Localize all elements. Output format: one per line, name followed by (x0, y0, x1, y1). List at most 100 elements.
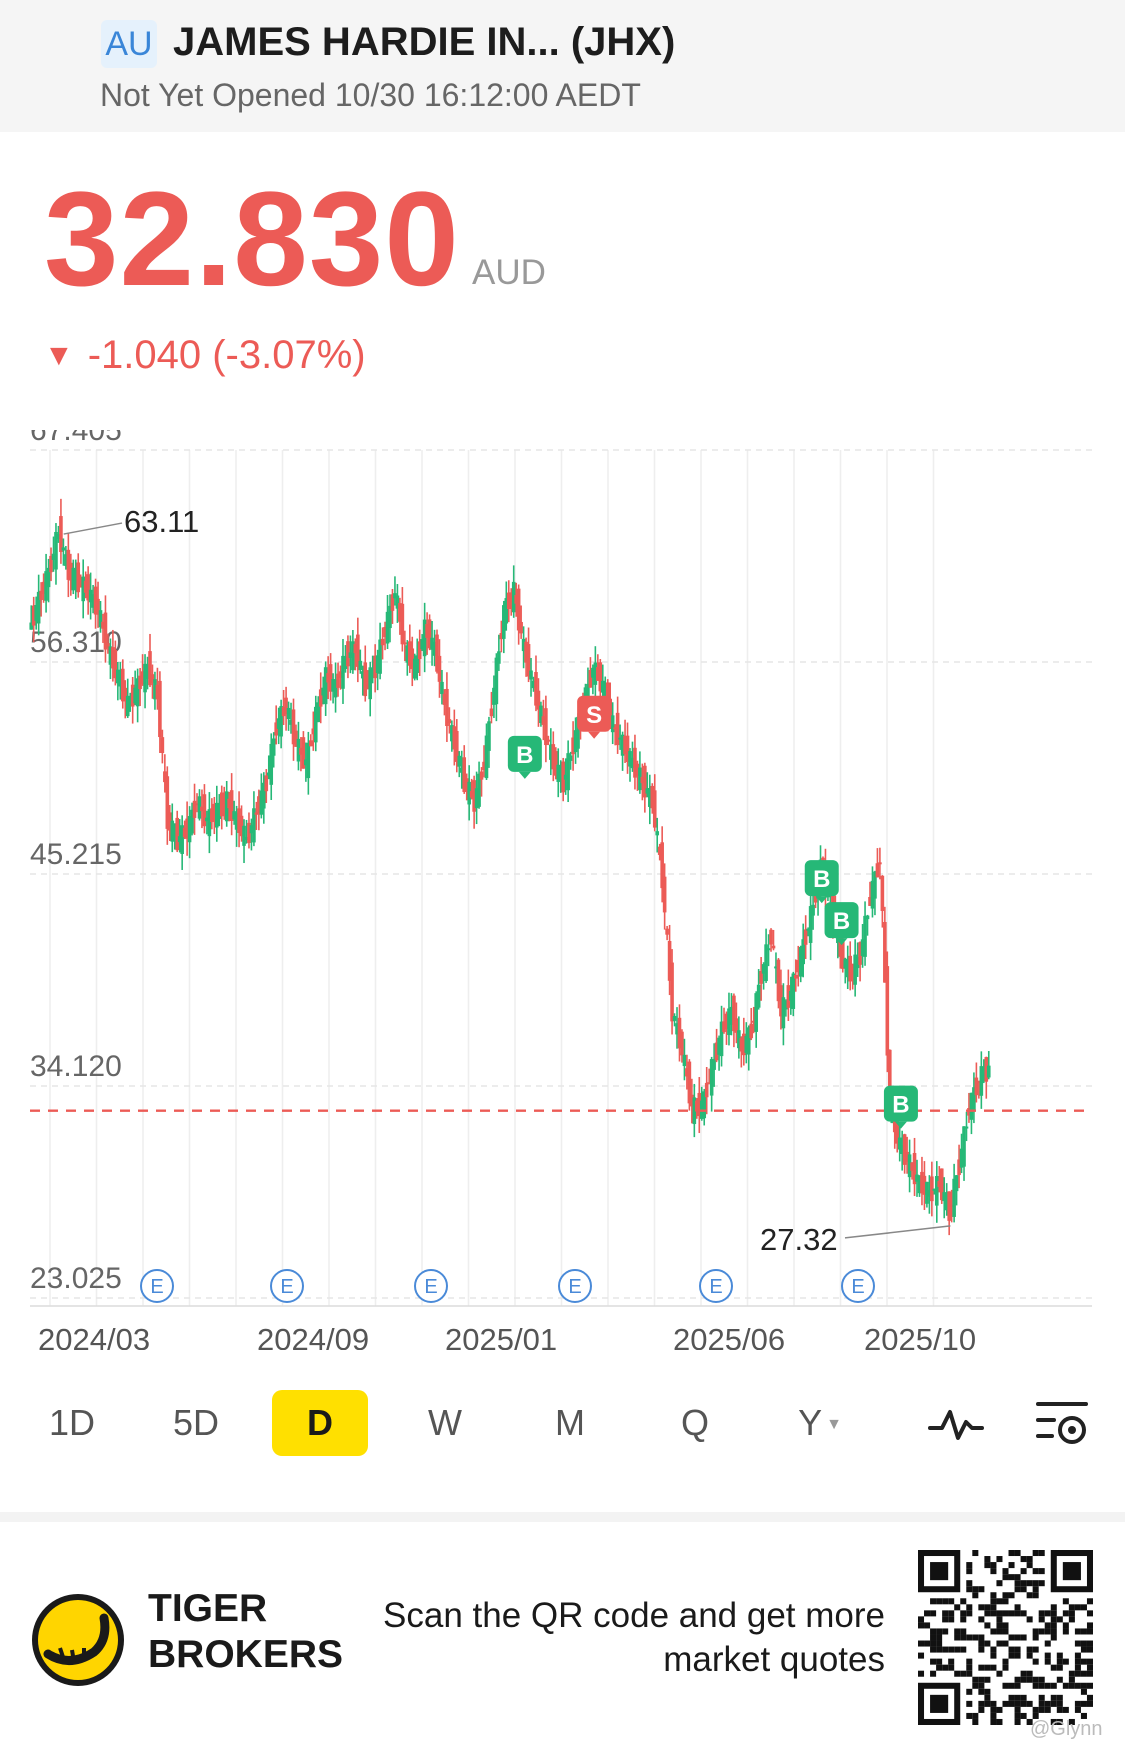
qr-module (1062, 1682, 1069, 1689)
period-1d[interactable]: 1D (48, 1402, 96, 1443)
candle-body (920, 1171, 924, 1194)
qr-module (1032, 1712, 1039, 1719)
period-quarter[interactable]: Q (680, 1402, 709, 1443)
qr-module (1008, 1562, 1015, 1569)
candle-body (761, 964, 766, 974)
candle-body (88, 589, 93, 603)
candle-body (690, 1094, 694, 1107)
qr-module (942, 1664, 949, 1671)
qr-module (1080, 1670, 1087, 1677)
qr-module (972, 1712, 979, 1719)
period-week[interactable]: W (428, 1402, 462, 1443)
candle-body (702, 1091, 707, 1119)
candle-body (219, 792, 224, 817)
currency-label: AUD (472, 253, 546, 292)
candle-body (682, 1054, 687, 1067)
candle-body (148, 651, 152, 686)
period-month[interactable]: M (555, 1402, 585, 1443)
qr-module (996, 1610, 1003, 1617)
candle-body (281, 706, 286, 717)
qr-module (1074, 1640, 1081, 1647)
candle-body (378, 639, 382, 674)
candle-body (873, 871, 877, 899)
qr-module (1044, 1652, 1051, 1659)
period-5d[interactable]: 5D (172, 1402, 220, 1443)
qr-module (1086, 1640, 1093, 1647)
candle-body (427, 619, 432, 649)
qr-module (1038, 1700, 1045, 1707)
qr-module (1014, 1634, 1021, 1641)
qr-module (1002, 1610, 1009, 1617)
qr-module (954, 1670, 961, 1677)
candle-body (210, 808, 214, 823)
qr-module (1062, 1610, 1069, 1617)
qr-module (1014, 1718, 1021, 1725)
candle-body (440, 681, 444, 695)
qr-module (1014, 1694, 1021, 1701)
brand-line-1: TIGER (148, 1587, 268, 1630)
candle-body (274, 722, 278, 736)
qr-module (1002, 1682, 1009, 1689)
candle-body (712, 1059, 716, 1070)
candle-body (118, 679, 123, 687)
candle-body (83, 580, 88, 593)
qr-module (1050, 1682, 1057, 1689)
qr-module (978, 1616, 985, 1623)
qr-module (1080, 1712, 1087, 1719)
candle-body (170, 820, 175, 842)
period-year[interactable]: Y ▼ (772, 1390, 868, 1456)
candle-body (541, 716, 546, 725)
buy-marker (883, 1085, 918, 1122)
period-day[interactable]: D (272, 1390, 368, 1456)
qr-module (1086, 1670, 1093, 1677)
price-change: ▼ -1.040 (-3.07%) (44, 328, 366, 383)
price-chart[interactable]: 67.40556.31045.21534.12023.02563.1127.32… (0, 430, 1125, 1350)
qr-module (1026, 1556, 1033, 1563)
candle-body (160, 737, 165, 753)
candle-body (380, 638, 385, 646)
qr-module (1002, 1622, 1009, 1629)
qr-code-icon[interactable] (918, 1550, 1093, 1725)
candle-body (29, 622, 34, 630)
candle-body (41, 581, 46, 594)
qr-module (966, 1700, 973, 1707)
candle-body (447, 719, 452, 724)
qr-module (972, 1586, 979, 1593)
candle-body (660, 842, 664, 889)
stock-title[interactable]: JAMES HARDIE IN... (JHX) (173, 20, 676, 64)
qr-module (948, 1598, 955, 1605)
candle-body (536, 690, 541, 710)
candle-body (544, 708, 548, 746)
qr-module (1014, 1706, 1021, 1713)
indicator-icon[interactable] (926, 1396, 986, 1452)
qr-module (966, 1658, 973, 1665)
qr-module (972, 1592, 979, 1599)
promo-line-1: Scan the QR code and get more (383, 1596, 885, 1635)
qr-module (1020, 1700, 1027, 1707)
candle-body (643, 765, 647, 798)
chart-settings-icon[interactable] (1032, 1396, 1092, 1452)
candle-body (207, 809, 212, 837)
x-axis-label: 2025/10 (864, 1322, 976, 1350)
marker-pointer (518, 771, 531, 779)
qr-module (1086, 1622, 1093, 1629)
qr-module (930, 1646, 937, 1653)
candle-body (78, 582, 83, 585)
qr-module (936, 1664, 943, 1671)
qr-module (966, 1688, 973, 1695)
qr-module (1086, 1646, 1093, 1653)
watermark: @Glynn (1030, 1718, 1103, 1740)
candle-body (405, 645, 410, 663)
candle-body (266, 772, 271, 776)
qr-module (1032, 1592, 1039, 1599)
qr-module (1044, 1610, 1051, 1617)
candle-body (912, 1153, 917, 1185)
candle-body (51, 553, 56, 560)
candle-body (309, 740, 313, 747)
qr-module (966, 1634, 973, 1641)
candle-body (511, 581, 516, 613)
candle-body (200, 806, 204, 812)
candle-body (779, 985, 783, 1017)
candle-body (316, 702, 321, 723)
candle-body (546, 739, 551, 742)
